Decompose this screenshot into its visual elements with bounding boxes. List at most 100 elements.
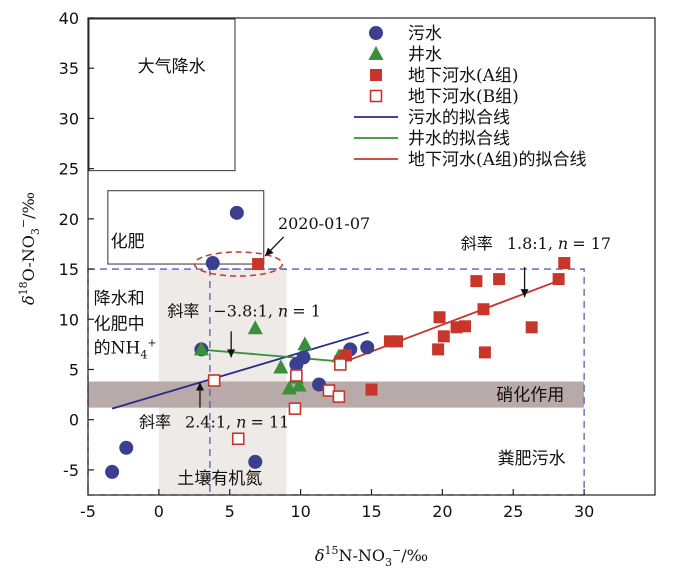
slope-a-arrow-head	[520, 289, 529, 298]
river-a-point	[470, 275, 483, 288]
river-a-point	[478, 346, 491, 359]
slope-sewage-arrow-head	[195, 382, 204, 391]
y-tick-label: 0	[69, 411, 79, 430]
y-label-sub: 3	[29, 228, 42, 235]
river-a-point	[252, 258, 265, 271]
y-label-unit: /‰	[19, 192, 38, 219]
x-label-main: N-NO	[339, 546, 386, 565]
river-a-point	[477, 303, 490, 316]
sewage-point	[119, 440, 134, 455]
river-a-point	[525, 321, 538, 334]
slope-w-value: −3.8:1,	[213, 301, 273, 320]
well-point	[193, 341, 209, 356]
river-a-point	[558, 257, 571, 270]
x-label-sup2: −	[392, 544, 401, 557]
y-tick-label: 40	[59, 9, 79, 28]
fertilizer-region	[107, 190, 265, 265]
slope-a-value: 1.8:1,	[507, 234, 553, 253]
slope-s-n-value: = 11	[250, 413, 289, 432]
nh4-label-line2: 化肥中	[94, 314, 145, 334]
slope-a-word: 斜率	[461, 234, 493, 253]
legend-sewage-swatch	[369, 26, 383, 40]
x-axis-label: δ15N-NO3−/‰	[315, 544, 428, 569]
nh4-sup: +	[147, 336, 156, 349]
y-label-main: O-NO	[19, 235, 38, 281]
y-label-sup2: −	[17, 219, 30, 228]
river-b-point	[290, 369, 303, 382]
river-a-point	[459, 320, 472, 333]
y-tick-label: 20	[59, 210, 79, 229]
x-tick-label: 25	[503, 502, 523, 521]
slope-s-n: n	[236, 413, 246, 432]
well-point	[247, 320, 263, 335]
nh4-sub: 4	[140, 348, 147, 361]
slope-w-n: n	[278, 301, 288, 320]
y-axis-ticks: -5 0 5 10 15 20 25 30 35 40	[59, 9, 94, 480]
slope-a-n: n	[558, 234, 568, 253]
slope-a-n-value: = 17	[572, 234, 611, 253]
y-tick-label: 10	[59, 310, 79, 329]
sewage-point	[105, 464, 120, 479]
x-label-sup: 15	[325, 544, 339, 557]
nitrification-label: 硝化作用	[496, 386, 564, 406]
legend-river-a-swatch	[370, 69, 382, 81]
x-tick-label: 0	[154, 502, 164, 521]
river-a-point	[437, 330, 450, 343]
sewage-point	[205, 256, 220, 271]
data-points	[105, 205, 571, 479]
river-a-point	[552, 273, 565, 286]
river-b-point	[334, 358, 347, 371]
fertilizer-label: 化肥	[111, 232, 145, 252]
legend-fit-sewage-label: 污水的拟合线	[408, 108, 510, 128]
river-a-point	[365, 383, 378, 396]
legend-well-label: 井水	[408, 45, 442, 65]
legend-river-a-label: 地下河水(A组)	[408, 66, 519, 86]
y-label-delta: δ	[19, 295, 38, 305]
sewage-point	[248, 454, 263, 469]
nh4-main: 的NH	[94, 338, 141, 358]
x-axis-ticks: -5 0 5 10 15 20 25 30	[80, 489, 594, 521]
river-b-point	[332, 390, 346, 403]
nh4-label-line1: 降水和	[94, 289, 145, 309]
x-tick-label: 10	[290, 502, 310, 521]
legend-river-b-swatch	[369, 89, 383, 103]
x-label-delta: δ	[315, 546, 325, 565]
date-highlight-ellipse	[193, 251, 284, 277]
slope-s-word: 斜率	[139, 413, 171, 432]
x-tick-label: -5	[80, 502, 96, 521]
river-b-point	[288, 402, 302, 415]
slope-a-annotation: 斜率 1.8:1, n = 17	[461, 234, 611, 253]
sewage-point	[296, 350, 311, 365]
y-label-sup: 18	[17, 281, 30, 295]
sewage-point	[229, 205, 244, 220]
fit-well-line	[198, 348, 341, 363]
sewage-point	[360, 340, 375, 355]
y-tick-label: 5	[69, 360, 79, 379]
river-a-point	[391, 335, 404, 348]
slope-well-annotation: 斜率 −3.8:1, n = 1	[167, 301, 321, 320]
x-label-unit: /‰	[401, 546, 428, 565]
x-tick-label: 20	[432, 502, 452, 521]
nh4-label-line3: 的NH4+	[94, 336, 157, 361]
y-tick-label: 15	[59, 260, 79, 279]
sewage-point	[312, 377, 327, 392]
x-tick-label: 15	[361, 502, 381, 521]
legend-sewage-label: 污水	[408, 24, 442, 44]
river-a-point	[432, 343, 445, 356]
legend-fit-well-label: 井水的拟合线	[408, 129, 510, 149]
atmospheric-precip-region	[88, 18, 236, 172]
y-tick-label: 25	[59, 160, 79, 179]
manure-label: 粪肥污水	[498, 449, 566, 469]
soil-label: 土壤有机氮	[177, 468, 262, 489]
y-axis-label: δ18O-NO3−/‰	[17, 192, 42, 305]
x-label-sub: 3	[385, 556, 392, 569]
slope-well-arrow-head	[227, 349, 236, 358]
fit-sewage-line	[111, 331, 369, 410]
x-tick-label: 5	[225, 502, 235, 521]
legend-well-swatch	[368, 46, 384, 60]
well-point	[291, 377, 307, 392]
river-b-point	[207, 374, 221, 387]
slope-w-n-value: = 1	[292, 301, 321, 320]
well-point	[273, 359, 289, 374]
